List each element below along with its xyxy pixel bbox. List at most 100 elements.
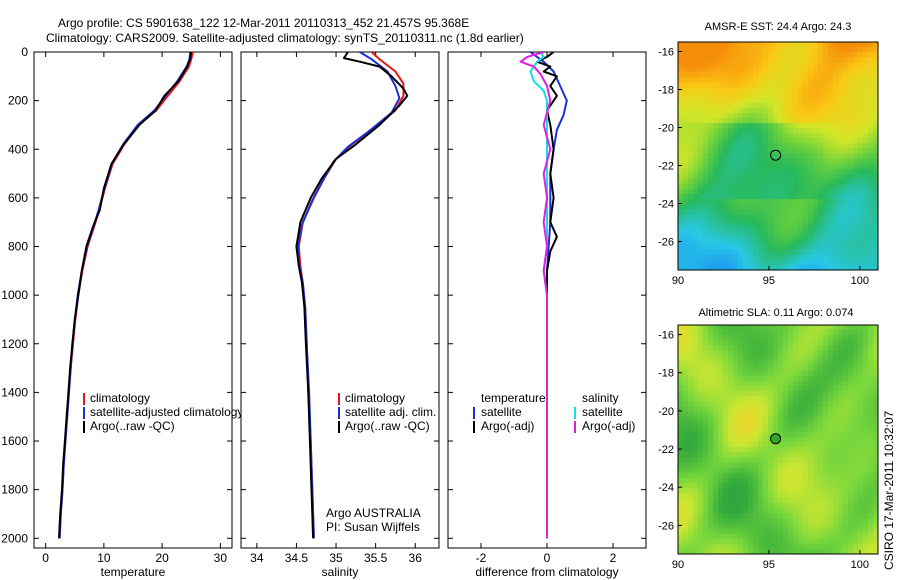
- heatmap-cell: [698, 391, 704, 397]
- heatmap-cell: [868, 112, 874, 119]
- heatmap-cell: [708, 123, 714, 129]
- heatmap-cell: [863, 380, 869, 387]
- heatmap-cell: [688, 477, 694, 484]
- heatmap-cell: [838, 330, 844, 336]
- heatmap-cell: [838, 82, 844, 89]
- heatmap-cell: [818, 42, 824, 48]
- annotation-pi: PI: Susan Wijffels: [326, 520, 420, 534]
- heatmap-cell: [708, 97, 714, 104]
- heatmap-cell: [853, 406, 859, 413]
- heatmap-cell: [753, 452, 759, 458]
- heatmap-cell: [728, 533, 734, 540]
- heatmap-cell: [738, 518, 744, 525]
- heatmap-cell: [743, 543, 749, 550]
- heatmap-cell: [778, 401, 784, 408]
- heatmap-cell: [823, 62, 829, 68]
- heatmap-cell: [823, 143, 829, 149]
- heatmap-cell: [868, 234, 874, 241]
- heatmap-cell: [853, 82, 859, 89]
- heatmap-cell: [873, 533, 878, 540]
- heatmap-cell: [783, 355, 789, 362]
- heatmap-cell: [778, 204, 784, 210]
- heatmap-cell: [718, 325, 724, 331]
- heatmap-cell: [788, 244, 794, 251]
- heatmap-cell: [858, 173, 864, 180]
- heatmap-cell: [703, 47, 709, 53]
- heatmap-cell: [778, 523, 784, 530]
- map-xtick-label: 95: [763, 559, 775, 571]
- heatmap-cell: [688, 503, 694, 509]
- heatmap-cell: [798, 350, 804, 357]
- heatmap-cell: [698, 77, 704, 84]
- heatmap-cell: [753, 123, 759, 129]
- heatmap-cell: [753, 487, 759, 494]
- heatmap-cell: [873, 249, 878, 256]
- heatmap-cell: [843, 158, 849, 165]
- heatmap-cell: [718, 259, 724, 266]
- heatmap-cell: [813, 538, 819, 545]
- heatmap-cell: [773, 92, 779, 99]
- heatmap-cell: [798, 411, 804, 418]
- heatmap-cell: [703, 158, 709, 165]
- heatmap-cell: [698, 234, 704, 241]
- heatmap-cell: [733, 82, 739, 89]
- heatmap-cell: [753, 518, 759, 525]
- heatmap-cell: [818, 143, 824, 149]
- heatmap-cell: [763, 163, 769, 170]
- heatmap-cell: [843, 406, 849, 413]
- heatmap-cell: [773, 102, 779, 109]
- heatmap-cell: [748, 467, 754, 474]
- heatmap-cell: [793, 498, 799, 504]
- heatmap-cell: [758, 204, 764, 210]
- heatmap-cell: [763, 442, 769, 448]
- heatmap-cell: [758, 528, 764, 535]
- heatmap-cell: [853, 229, 859, 236]
- heatmap-cell: [678, 72, 684, 79]
- heatmap-cell: [783, 239, 789, 246]
- heatmap-cell: [793, 239, 799, 246]
- heatmap-cell: [873, 518, 878, 525]
- heatmap-cell: [823, 264, 829, 270]
- heatmap-cell: [718, 183, 724, 190]
- legend-sal-climatology: climatology: [345, 391, 405, 405]
- heatmap-cell: [748, 426, 754, 433]
- heatmap-cell: [738, 259, 744, 266]
- heatmap-cell: [858, 254, 864, 261]
- heatmap-cell: [763, 335, 769, 341]
- heatmap-cell: [733, 67, 739, 73]
- heatmap-cell: [713, 518, 719, 525]
- heatmap-cell: [738, 214, 744, 220]
- heatmap-cell: [718, 92, 724, 99]
- heatmap-cell: [813, 128, 819, 134]
- heatmap-cell: [863, 335, 869, 341]
- heatmap-cell: [678, 77, 684, 84]
- heatmap-cell: [848, 153, 854, 160]
- heatmap-cell: [798, 199, 804, 205]
- heatmap-cell: [863, 118, 869, 124]
- heatmap-cell: [718, 375, 724, 382]
- heatmap-cell: [853, 57, 859, 63]
- heatmap-cell: [703, 163, 709, 170]
- heatmap-cell: [698, 411, 704, 418]
- heatmap-cell: [858, 264, 864, 270]
- heatmap-cell: [723, 482, 729, 489]
- heatmap-cell: [758, 214, 764, 220]
- heatmap-cell: [703, 386, 709, 392]
- heatmap-cell: [723, 47, 729, 53]
- heatmap-cell: [743, 133, 749, 139]
- heatmap-cell: [818, 345, 824, 352]
- heatmap-cell: [873, 42, 878, 48]
- heatmap-cell: [813, 391, 819, 397]
- heatmap-cell: [798, 87, 804, 94]
- heatmap-cell: [728, 209, 734, 215]
- heatmap-cell: [873, 370, 878, 377]
- heatmap-cell: [853, 239, 859, 246]
- heatmap-cell: [783, 183, 789, 190]
- heatmap-cell: [833, 118, 839, 124]
- heatmap-cell: [723, 244, 729, 251]
- heatmap-cell: [823, 457, 829, 463]
- heatmap-cell: [698, 498, 704, 504]
- heatmap-cell: [778, 254, 784, 261]
- heatmap-cell: [778, 183, 784, 190]
- heatmap-cell: [713, 219, 719, 225]
